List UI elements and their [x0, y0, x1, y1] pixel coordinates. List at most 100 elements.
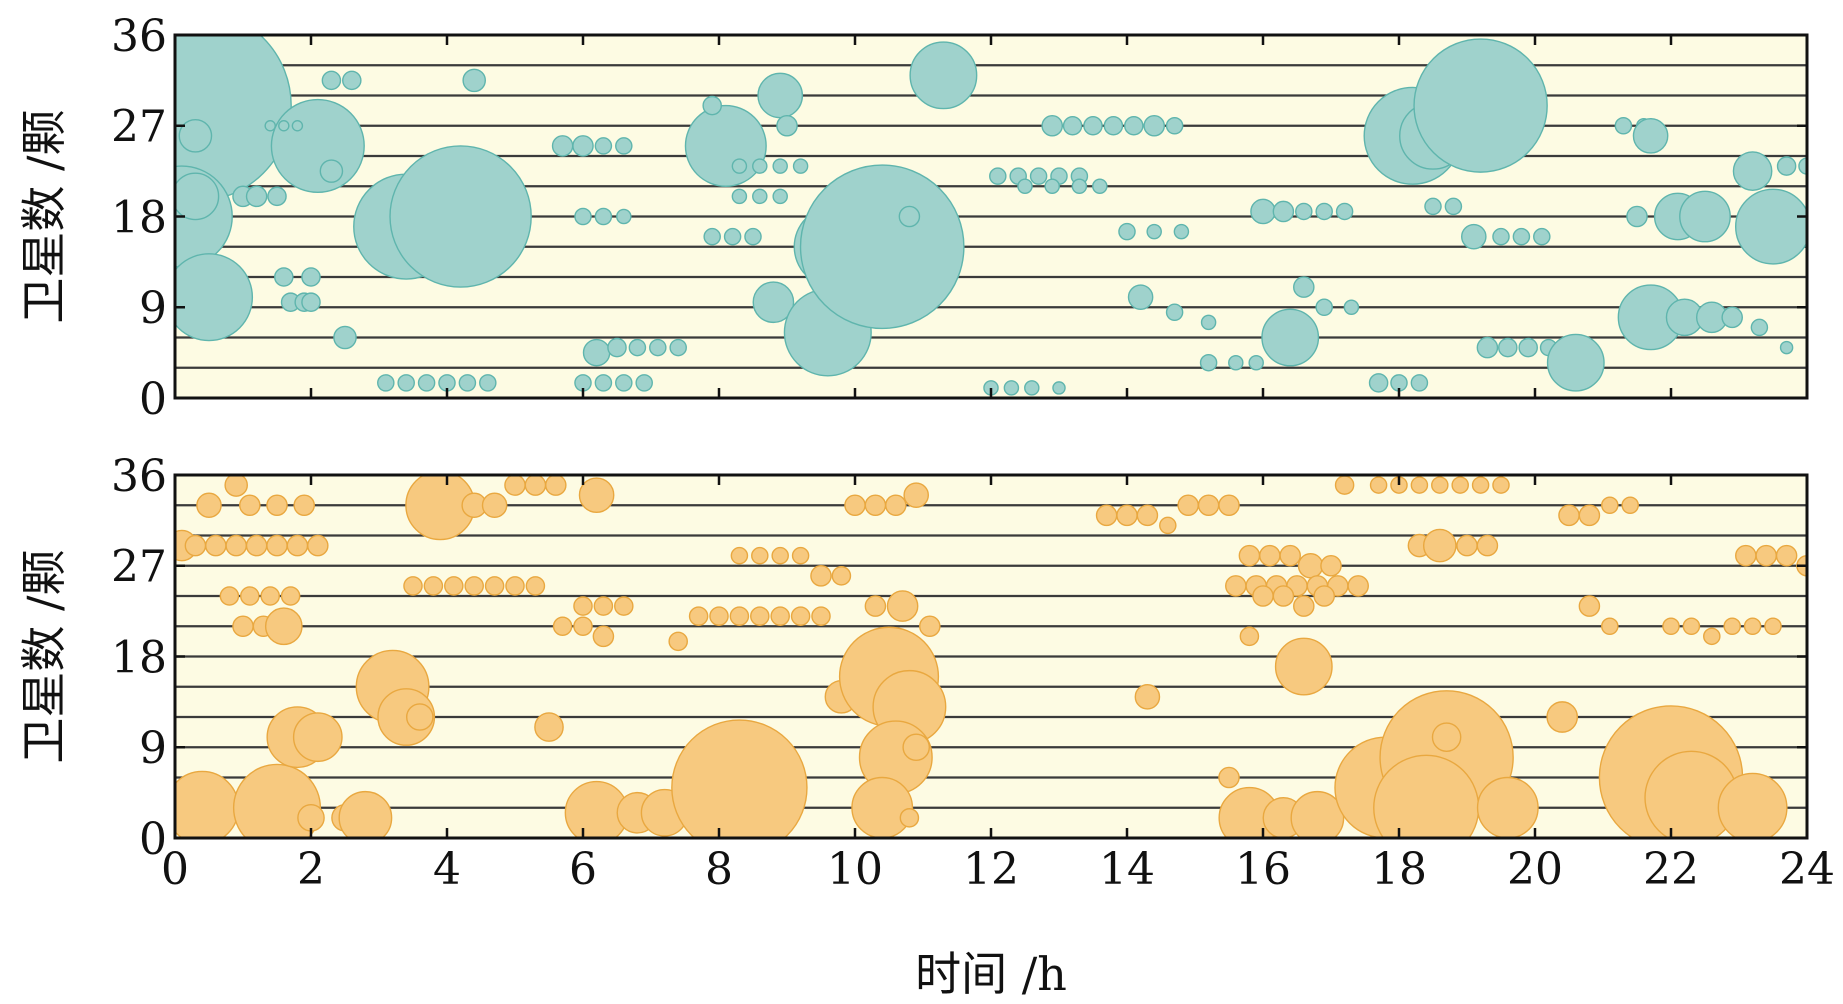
bubble — [811, 606, 831, 626]
bubble — [301, 267, 321, 287]
bubble — [1764, 617, 1782, 636]
bubble — [297, 804, 325, 832]
bubble — [592, 625, 615, 648]
bubble — [703, 227, 721, 246]
bubble — [1413, 38, 1548, 173]
bubble — [1044, 178, 1060, 195]
bubble — [864, 494, 887, 517]
y-tick-label: 18 — [111, 192, 167, 243]
bubbles-bottom — [175, 475, 1807, 838]
bubble — [731, 188, 748, 205]
bubble — [551, 135, 574, 157]
bubble — [1250, 198, 1276, 225]
bubble — [219, 586, 240, 606]
bubble — [504, 475, 526, 496]
bubble — [1735, 188, 1807, 265]
bubble — [291, 120, 304, 132]
bubble — [810, 565, 832, 587]
bubble — [458, 374, 477, 392]
bubble — [709, 606, 729, 626]
bubble — [1410, 374, 1429, 392]
bubble — [397, 374, 415, 392]
bubble — [1127, 284, 1154, 310]
bubble — [1335, 202, 1354, 221]
bubble — [423, 576, 444, 596]
y-tick-label: 9 — [139, 723, 167, 774]
bubble — [899, 808, 920, 828]
bubble — [1682, 617, 1701, 636]
x-tick-label: 18 — [1371, 844, 1427, 895]
bubble — [1492, 476, 1510, 494]
bubble — [831, 566, 852, 586]
bubble — [1601, 496, 1619, 515]
bubble — [1218, 494, 1240, 517]
bubble — [319, 159, 344, 183]
bubble — [1558, 504, 1580, 527]
bubble — [240, 586, 260, 606]
bubble — [1017, 178, 1033, 195]
bubble — [572, 135, 594, 157]
bubble — [1444, 197, 1463, 216]
bubble — [898, 205, 921, 228]
bubble — [1173, 223, 1190, 240]
bubble — [1776, 156, 1797, 176]
bubble — [1578, 595, 1601, 617]
bubble — [757, 72, 804, 119]
bubble — [684, 104, 767, 187]
bubble — [1279, 544, 1301, 567]
bubble — [1775, 544, 1798, 567]
bubble — [552, 616, 573, 637]
y-tick-label: 27 — [111, 102, 167, 153]
bubble — [405, 703, 434, 731]
bubble — [545, 475, 567, 496]
bubble — [1533, 227, 1551, 246]
bubble — [1621, 496, 1639, 515]
bubble — [1134, 684, 1161, 710]
bubble — [178, 118, 213, 153]
bubble — [267, 186, 287, 207]
bubble — [1071, 178, 1088, 195]
bubble — [175, 770, 240, 838]
bubble — [1451, 476, 1469, 494]
y-tick-label: 36 — [111, 451, 167, 502]
bubble — [403, 576, 423, 596]
bubble — [1293, 595, 1315, 617]
bubble — [1165, 303, 1184, 322]
bubble — [671, 719, 808, 838]
bubble — [481, 492, 508, 519]
bubble — [744, 227, 762, 246]
x-tick-label: 24 — [1779, 844, 1835, 895]
bubble — [615, 137, 633, 155]
bubble — [342, 70, 362, 91]
bubble — [338, 790, 393, 838]
bubble — [264, 120, 276, 132]
bubble — [321, 70, 342, 91]
bubble — [1743, 617, 1762, 636]
bubble — [1320, 554, 1342, 577]
bubble — [1029, 167, 1048, 185]
bubble — [1103, 115, 1124, 136]
bubble — [1723, 617, 1741, 636]
bubble — [594, 137, 613, 155]
bubble — [1272, 200, 1295, 223]
bubble — [184, 534, 207, 557]
bubble — [293, 494, 315, 517]
bubble — [1024, 380, 1040, 396]
bubble — [792, 158, 809, 174]
bubble — [524, 475, 547, 496]
bubble — [1116, 504, 1138, 527]
bubble — [464, 576, 484, 596]
bubble — [772, 158, 788, 174]
bubble — [790, 606, 811, 626]
y-tick-label: 0 — [139, 374, 167, 425]
bubble — [1755, 544, 1777, 567]
bubble — [1347, 575, 1369, 597]
x-tick-label: 0 — [161, 844, 189, 895]
bubble — [175, 172, 220, 221]
bubble — [649, 338, 667, 357]
bubble — [1461, 223, 1487, 250]
bubble — [729, 606, 750, 626]
bubble — [1295, 202, 1313, 221]
bubble — [1662, 617, 1680, 636]
bubble — [669, 338, 687, 357]
